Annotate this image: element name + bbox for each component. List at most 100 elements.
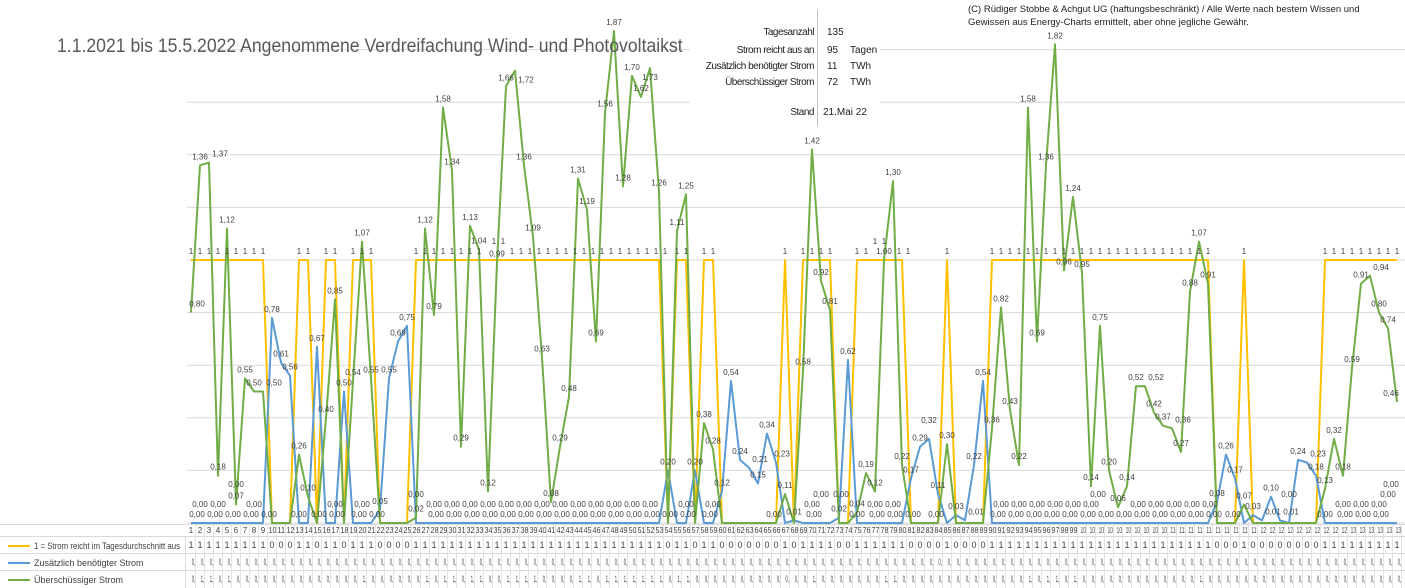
data-label: 1 (528, 247, 533, 256)
table-cell-text: 1,72 (515, 574, 520, 584)
data-label: 1 (1161, 247, 1166, 256)
data-label: 0,00 (608, 510, 624, 519)
table-cell-text: 0,00 (497, 557, 502, 567)
data-label: 1 (600, 247, 605, 256)
table-cell-text: 0,21 (749, 557, 754, 567)
table-cell: 1 (475, 537, 484, 554)
data-label: 0,00 (570, 500, 586, 509)
table-cell: 1 (1168, 537, 1177, 554)
x-tick-label: 50 (628, 525, 637, 537)
table-cell: 1 (1321, 537, 1330, 554)
x-tick-label: 127 (1321, 525, 1330, 537)
table-cell: 0 (844, 537, 853, 554)
table-cell-text: 1 (1331, 540, 1337, 550)
table-cell-text: 1,31 (578, 574, 583, 584)
summary-value: 11 (827, 61, 838, 72)
data-label: 1 (783, 247, 788, 256)
table-cell-text: 0 (1232, 540, 1238, 550)
table-cell-text: 1 (206, 540, 212, 550)
table-cell: 0,00 (979, 571, 988, 588)
x-tick-label-text: 58 (700, 526, 709, 535)
table-cell: 0,10 (304, 571, 313, 588)
table-cell: 0,00 (1285, 571, 1294, 588)
x-tick-label-text: 110 (1170, 526, 1176, 535)
table-cell: 0,00 (970, 571, 979, 588)
table-cell: 1 (232, 537, 241, 554)
table-cell-text: 0,13 (1325, 574, 1330, 584)
table-cell-text: 0,10 (1271, 557, 1276, 567)
chart-title-box: 1.1.2021 bis 15.5.2022 Angenommene Verdr… (57, 36, 685, 60)
x-tick-label: 48 (610, 525, 619, 537)
table-cell-text: 0 (1214, 540, 1220, 550)
x-tick-label: 33 (475, 525, 484, 537)
x-tick-label: 21 (367, 525, 376, 537)
table-cell: 1 (547, 537, 556, 554)
legend-label: 1 = Strom reicht im Tagesdurchschnitt au… (34, 540, 181, 551)
table-cell: 0,00 (376, 571, 385, 588)
table-cell-text: 0,00 (371, 557, 376, 567)
table-cell-text: 1 (1205, 540, 1211, 550)
x-tick-label-text: 76 (862, 526, 871, 535)
summary-value: 95 (827, 45, 839, 56)
data-label: 0,02 (408, 505, 424, 514)
x-tick-label: 84 (934, 525, 943, 537)
data-label: 0,58 (795, 357, 811, 366)
data-label: 0,27 (1173, 439, 1189, 448)
table-cell-text: 0 (1250, 540, 1256, 550)
data-label: 0,28 (705, 436, 721, 445)
data-label: 1 (609, 247, 614, 256)
table-cell: 1 (1087, 537, 1096, 554)
table-cell: 1 (889, 537, 898, 554)
table-cell: 0,00 (205, 554, 214, 571)
table-cell: 0,28 (709, 571, 718, 588)
table-cell-text: 0,00 (731, 574, 736, 584)
data-label: 1 (675, 247, 680, 256)
table-cell: 1,42 (808, 571, 817, 588)
table-cell: 0,00 (907, 571, 916, 588)
table-cell: 1 (349, 537, 358, 554)
summary-value: 72 (827, 77, 839, 88)
table-cell: 1 (1186, 537, 1195, 554)
x-tick-label-text: 12 (286, 526, 295, 535)
data-label: 0,63 (534, 344, 550, 353)
table-cell-text: 0,18 (1343, 574, 1348, 584)
table-cell: 0,19 (862, 571, 871, 588)
table-cell: 0,00 (1357, 554, 1366, 571)
table-cell-text: 0,00 (218, 557, 223, 567)
data-label: 0,12 (714, 478, 730, 487)
data-label: 0,00 (1152, 510, 1168, 519)
table-cell-text: 0,00 (569, 557, 574, 567)
data-label: 1 (414, 247, 419, 256)
table-cell-text: 1 (674, 540, 680, 550)
x-tick-label: 62 (736, 525, 745, 537)
table-cell: 0 (934, 537, 943, 554)
table-cell-text: 0,00 (1046, 557, 1051, 567)
data-label: 0,00 (207, 510, 223, 519)
table-cell-text: 0,00 (758, 574, 763, 584)
table-cell-text: 1 (467, 540, 473, 550)
table-cell: 0,00 (1105, 554, 1114, 571)
x-tick-label: 51 (637, 525, 646, 537)
table-cell-text: 0,80 (191, 574, 196, 584)
data-label: 0,00 (1130, 500, 1146, 509)
table-cell-text: 0,56 (290, 557, 295, 567)
data-label: 1,12 (417, 215, 433, 224)
table-cell-text: 0,23 (776, 557, 781, 567)
table-cell-text: 0,00 (1127, 557, 1132, 567)
x-tick-label: 81 (907, 525, 916, 537)
table-cell-text: 1 (620, 540, 626, 550)
x-tick-label: 108 (1150, 525, 1159, 537)
x-tick-label-text: 75 (853, 526, 862, 535)
data-label: 1,13 (462, 213, 478, 222)
table-cell-text: 0,00 (1028, 557, 1033, 567)
x-tick-label-text: 126 (1314, 526, 1321, 535)
table-cell: 0,12 (718, 554, 727, 571)
table-cell: 0,00 (385, 571, 394, 588)
table-cell-text: 0,00 (353, 557, 358, 567)
table-cell: 0,00 (628, 554, 637, 571)
legend-label: Überschüssiger Strom (34, 574, 124, 585)
x-tick-label: 135 (1393, 525, 1402, 537)
table-cell-text: 1,70 (632, 574, 637, 584)
table-cell-text: 0,01 (1262, 557, 1267, 567)
table-cell: 0,23 (772, 554, 781, 571)
